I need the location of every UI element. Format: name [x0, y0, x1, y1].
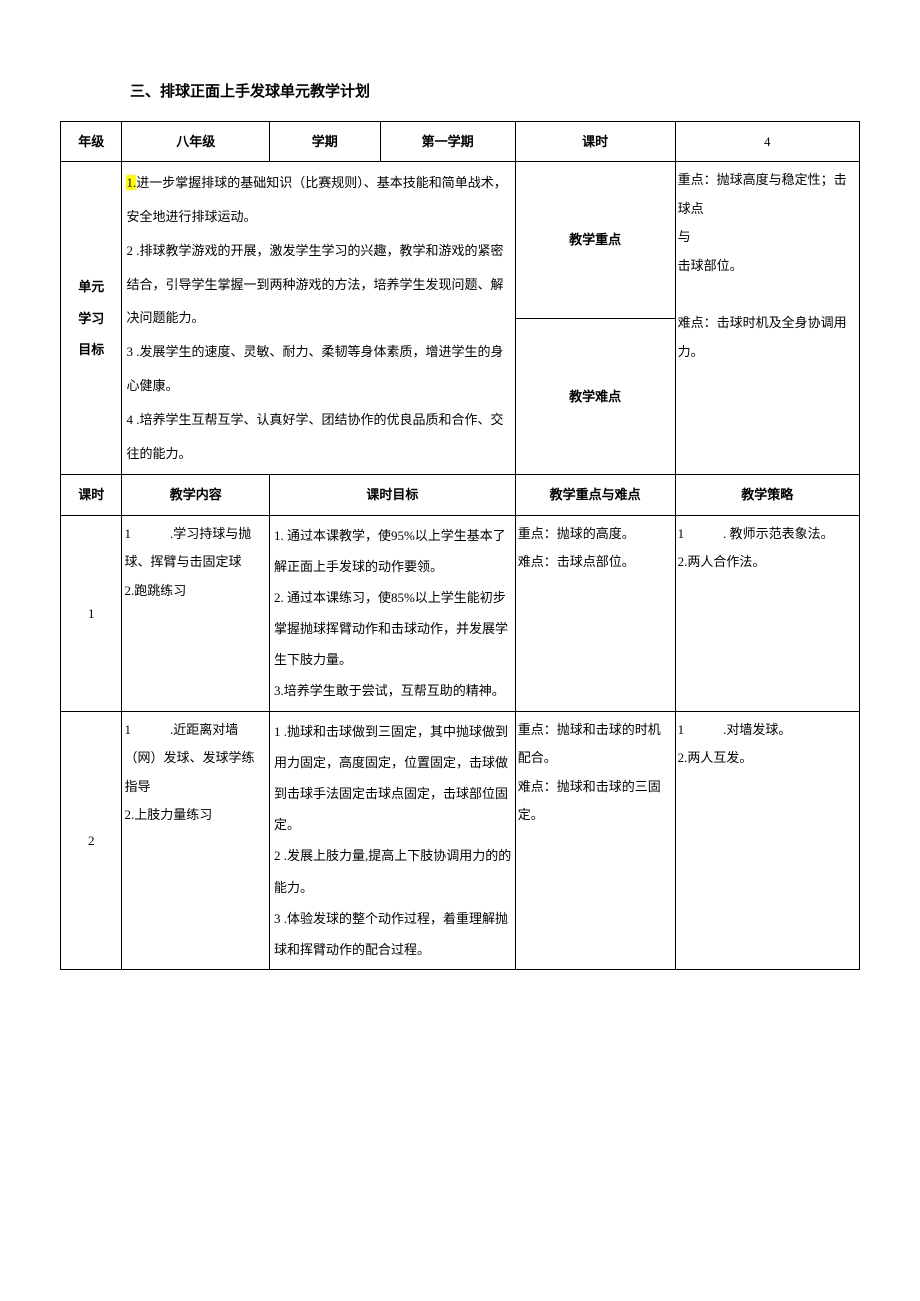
lesson2-num: 2	[61, 711, 122, 970]
table-row-header: 课时 教学内容 课时目标 教学重点与难点 教学策略	[61, 475, 860, 515]
hours-value: 4	[675, 122, 859, 162]
lesson2-objective: 1 .抛球和击球做到三固定，其中抛球做到用力固定，高度固定，位置固定，击球做到击…	[269, 711, 515, 970]
lesson1-strategy: 1 . 教师示范表象法。 2.两人合作法。	[675, 515, 859, 711]
teaching-plan-table: 年级 八年级 学期 第一学期 课时 4 单元 学习 目标 1.进一步掌握排球的基…	[60, 121, 860, 970]
term-value: 第一学期	[380, 122, 515, 162]
grade-value: 八年级	[122, 122, 270, 162]
hours-label: 课时	[515, 122, 675, 162]
grade-label: 年级	[61, 122, 122, 162]
lesson-row-2: 2 1 .近距离对墙 （网）发球、发球学练指导 2.上肢力量练习 1 .抛球和击…	[61, 711, 860, 970]
lesson1-content: 1 .学习持球与抛 球、挥臂与击固定球 2.跑跳练习	[122, 515, 270, 711]
highlight-marker: 1.	[126, 175, 136, 190]
lesson2-content: 1 .近距离对墙 （网）发球、发球学练指导 2.上肢力量练习	[122, 711, 270, 970]
lesson1-objective: 1. 通过本课教学，使95%以上学生基本了解正面上手发球的动作要领。 2. 通过…	[269, 515, 515, 711]
col-hours: 课时	[61, 475, 122, 515]
teaching-key-label: 教学重点	[515, 162, 675, 319]
lesson-row-1: 1 1 .学习持球与抛 球、挥臂与击固定球 2.跑跳练习 1. 通过本课教学，使…	[61, 515, 860, 711]
lesson2-points: 重点：抛球和击球的时机配合。 难点：抛球和击球的三固定。	[515, 711, 675, 970]
col-objective: 课时目标	[269, 475, 515, 515]
document-title: 三、排球正面上手发球单元教学计划	[130, 80, 860, 101]
lesson2-strategy: 1 .对墙发球。 2.两人互发。	[675, 711, 859, 970]
lesson1-points: 重点：抛球的高度。 难点：击球点部位。	[515, 515, 675, 711]
col-content: 教学内容	[122, 475, 270, 515]
term-label: 学期	[269, 122, 380, 162]
table-row: 年级 八年级 学期 第一学期 课时 4	[61, 122, 860, 162]
lesson1-num: 1	[61, 515, 122, 711]
col-points: 教学重点与难点	[515, 475, 675, 515]
unit-goal-label: 单元 学习 目标	[61, 162, 122, 475]
unit-goals-content: 1.进一步掌握排球的基础知识（比赛规则）、基本技能和简单战术，安全地进行排球运动…	[122, 162, 515, 475]
table-row: 单元 学习 目标 1.进一步掌握排球的基础知识（比赛规则）、基本技能和简单战术，…	[61, 162, 860, 319]
col-strategy: 教学策略	[675, 475, 859, 515]
teaching-difficulty-label: 教学难点	[515, 318, 675, 475]
key-difficulty-content: 重点：抛球高度与稳定性；击球点 与 击球部位。 难点：击球时机及全身协调用力。	[675, 162, 859, 475]
